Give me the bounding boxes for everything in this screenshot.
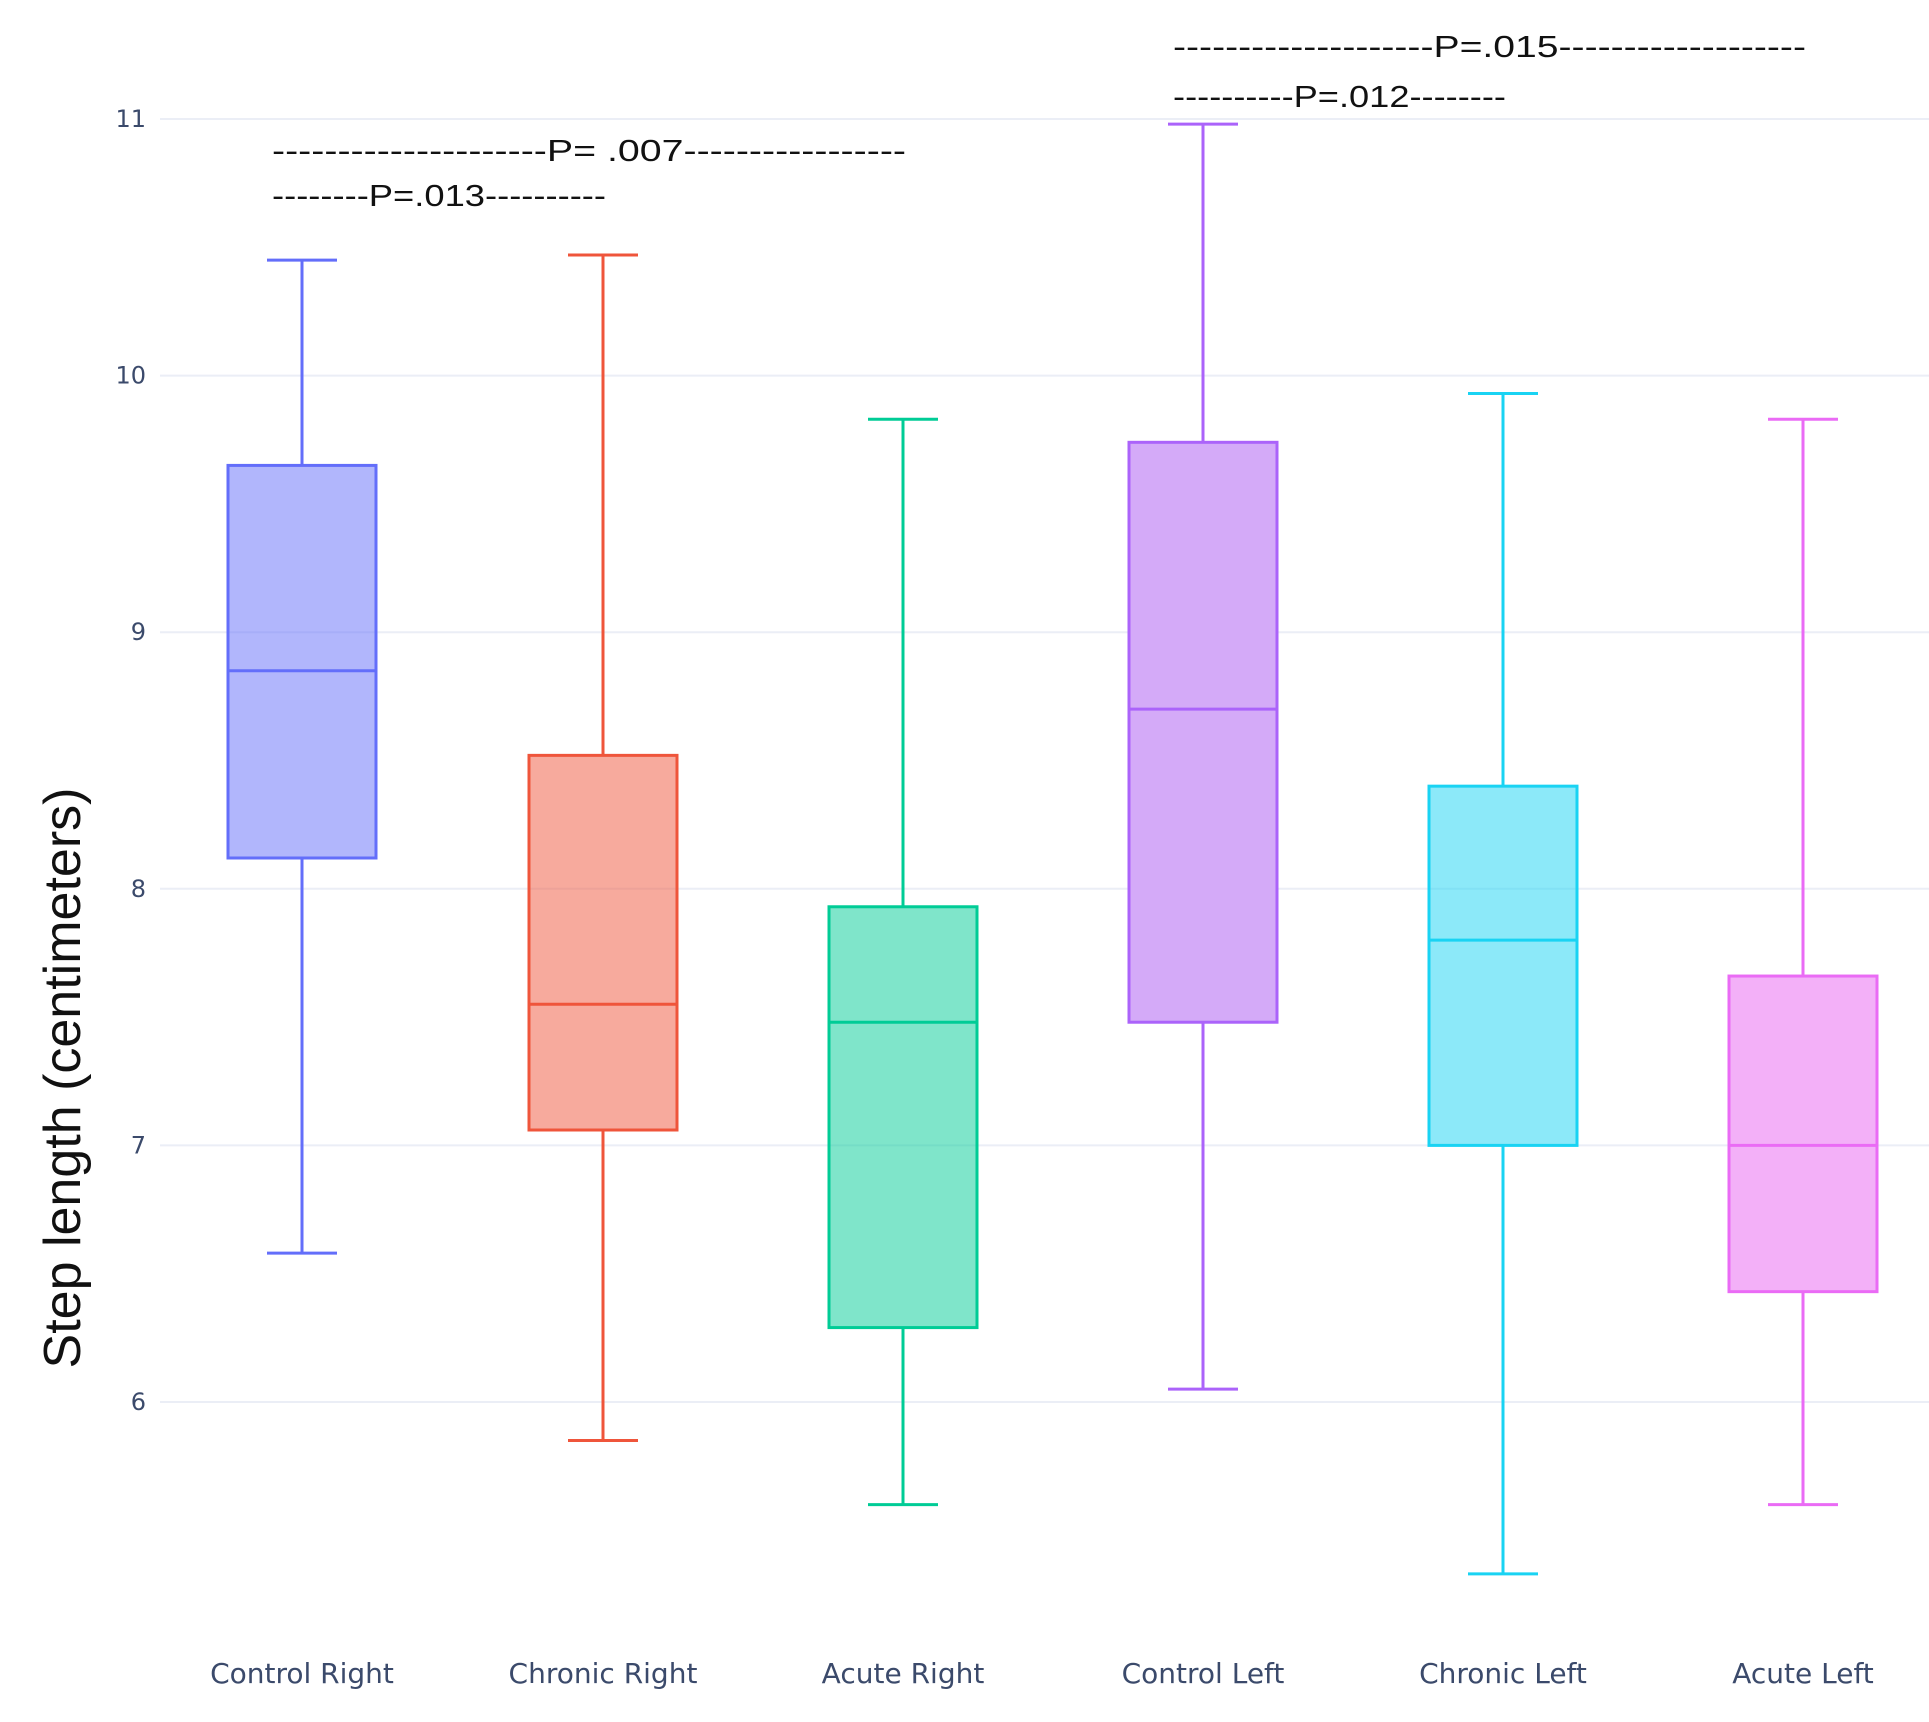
interquartile-box [226, 463, 378, 860]
p-value-annotation: ---------------------P= .007------------… [272, 133, 906, 168]
y-tick-label: 9 [131, 618, 146, 646]
box-chronic-right [527, 253, 679, 1442]
p-value-annotation: --------------------P=.015--------------… [1173, 29, 1806, 64]
y-tick-label: 10 [115, 362, 146, 390]
x-category-label: Acute Right [822, 1657, 985, 1690]
interquartile-box [1127, 440, 1279, 1024]
box-control-right [226, 258, 378, 1255]
y-tick-label: 8 [131, 875, 146, 903]
x-category-label: Control Right [210, 1657, 394, 1690]
boxes [226, 122, 1879, 1576]
x-axis-category-labels: Control Right Chronic Right Acute Right Con… [210, 1657, 1874, 1690]
x-category-label: Chronic Right [509, 1657, 698, 1690]
y-tick-label: 7 [131, 1131, 146, 1159]
x-category-label: Control Left [1122, 1657, 1285, 1690]
y-axis-ticks: 6 7 8 9 10 11 [115, 105, 146, 1416]
interquartile-box [1727, 974, 1879, 1294]
box-acute-right [827, 417, 979, 1507]
x-category-label: Chronic Left [1419, 1657, 1587, 1690]
interquartile-box [527, 753, 679, 1132]
box-acute-left [1727, 417, 1879, 1507]
p-value-annotation: --------P=.013---------- [272, 178, 606, 213]
significance-annotations: --------------------P=.015--------------… [272, 29, 1806, 213]
y-tick-label: 6 [131, 1388, 146, 1416]
y-axis-title: Step length (centimeters) [34, 788, 92, 1369]
x-category-label: Acute Left [1732, 1657, 1874, 1690]
box-control-left [1127, 122, 1279, 1391]
interquartile-box [827, 905, 979, 1330]
p-value-annotation: ----------P=.012-------- [1173, 79, 1506, 114]
grid-lines [160, 118, 1929, 1403]
interquartile-box [1427, 784, 1579, 1147]
y-tick-label: 11 [115, 105, 146, 133]
box-chronic-left [1427, 392, 1579, 1576]
